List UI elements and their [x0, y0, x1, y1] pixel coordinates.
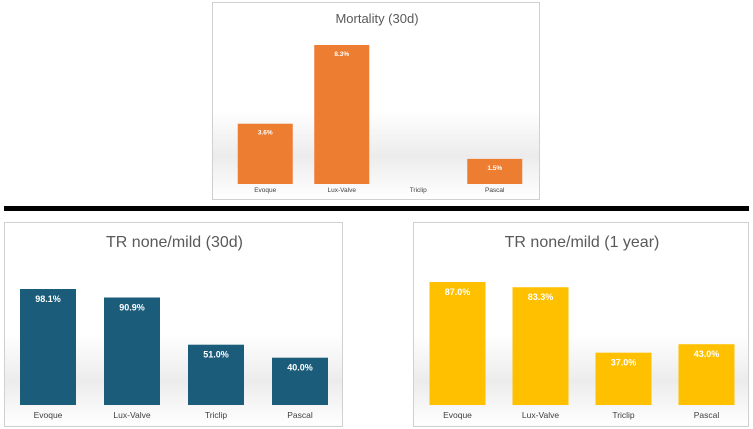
chart-title: Mortality (30d) [335, 11, 418, 26]
data-label: 8.3% [334, 51, 349, 58]
category-label: Triclip [205, 410, 228, 420]
category-label: Triclip [612, 410, 635, 420]
bar-lux-valve [512, 287, 569, 405]
data-label: 3.6% [258, 130, 273, 137]
data-label: 51.0% [203, 350, 229, 360]
bar-pascal [467, 158, 523, 184]
bar-evoque [20, 289, 76, 405]
data-label: 1.5% [487, 165, 502, 172]
tr-30d-chart-panel: TR none/mild (30d) 98.1% Evoque 90.9% Lux-Va… [4, 222, 343, 427]
category-label: Pascal [694, 410, 720, 420]
category-label: Triclip [410, 187, 427, 194]
category-label: Evoque [34, 410, 63, 420]
data-label: 83.3% [528, 292, 554, 302]
data-label: 90.9% [119, 303, 145, 313]
tr-30d-chart: TR none/mild (30d) 98.1% Evoque 90.9% Lux-Va… [20, 234, 328, 420]
category-label: Pascal [287, 410, 313, 420]
chart-title: TR none/mild (1 year) [505, 234, 660, 251]
category-label: Lux-Valve [328, 187, 357, 194]
mortality-chart-panel: Mortality (30d) 3.6% Evoque 8.3% Lux-Valve 0.… [212, 2, 540, 200]
section-divider [4, 206, 749, 211]
category-label: Lux-Valve [522, 410, 559, 420]
bar-lux-valve [104, 297, 160, 405]
category-label: Evoque [443, 410, 472, 420]
category-label: Evoque [254, 187, 276, 194]
chart-title: TR none/mild (30d) [106, 234, 243, 251]
data-label: 37.0% [611, 358, 637, 368]
bar-triclip [595, 352, 652, 405]
bar-evoque [429, 282, 486, 405]
mortality-chart: Mortality (30d) 3.6% Evoque 8.3% Lux-Valve 0.… [237, 11, 523, 197]
bar-evoque [237, 123, 293, 184]
data-label: 87.0% [445, 287, 471, 297]
category-label: Lux-Valve [113, 410, 150, 420]
bar-lux-valve [314, 45, 370, 184]
tr-1year-chart: TR none/mild (1 year) 87.0% Evoque 83.3% Lux… [429, 234, 735, 420]
data-label: 43.0% [694, 349, 720, 359]
data-label: 40.0% [287, 363, 313, 373]
bar-pascal [678, 344, 735, 405]
data-label: 0.0% [411, 190, 426, 197]
tr-1year-chart-panel: TR none/mild (1 year) 87.0% Evoque 83.3% Lux… [413, 222, 749, 427]
category-label: Pascal [485, 187, 505, 194]
bar-triclip [188, 344, 244, 405]
bar-pascal [272, 357, 328, 405]
data-label: 98.1% [35, 294, 61, 304]
